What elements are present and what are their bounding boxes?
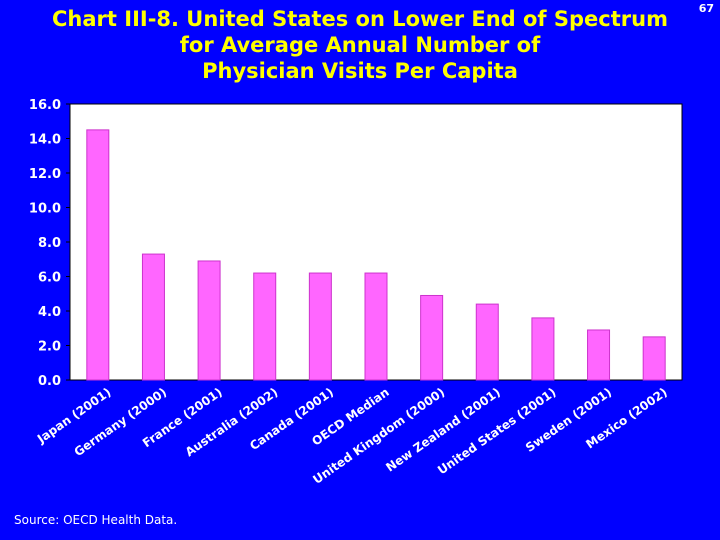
data-label: 4.4 [481,285,501,298]
title-line-3: Physician Visits Per Capita [202,59,518,83]
page-number: 67 [698,2,714,15]
bar [253,272,277,381]
source-note: Source: OECD Health Data. [14,513,178,527]
data-label: 4.9 [425,276,445,289]
data-label: 7.3 [147,235,167,248]
bar [531,317,555,381]
bar [308,272,332,381]
chart-title: Chart III-8. United States on Lower End … [0,6,720,84]
data-label: 6.2 [369,254,389,267]
bar [475,303,499,381]
y-tick-label: 0.0 [38,374,61,389]
y-tick-label: 10.0 [29,202,61,217]
bar [642,336,666,381]
title-line-2: for Average Annual Number of [179,33,541,57]
x-tick-label: Australia (2002) [183,385,281,459]
bar [197,260,221,381]
data-label: 3.6 [536,299,556,312]
x-tick-label: Germany (2000) [72,385,170,459]
y-tick-label: 2.0 [38,340,61,355]
y-axis: 0.0 2.0 4.0 6.0 8.0 10.0 12.0 14.0 16.0 [29,98,70,389]
x-axis: Japan (2001)Germany (2000)France (2001)A… [34,385,670,487]
data-labels: 14.5 7.3 6.9 6.2 6.2 6.2 4.9 4.4 3.6 2.9 2.5 [87,108,667,331]
data-label: 6.2 [258,254,278,267]
bar [86,129,110,381]
data-label: 6.2 [314,254,334,267]
y-tick-label: 16.0 [29,98,61,113]
y-tick-label: 14.0 [29,133,61,148]
title-line-1: Chart III-8. United States on Lower End … [52,7,668,31]
bar [420,294,444,381]
y-tick-label: 4.0 [38,305,61,320]
y-tick-label: 8.0 [38,236,61,251]
bar [587,329,611,381]
y-tick-label: 6.0 [38,271,61,286]
data-label: 6.9 [202,242,222,255]
bar-series [86,129,666,381]
data-label: 2.9 [592,311,612,324]
y-tick-label: 12.0 [29,167,61,182]
data-label: 2.5 [647,318,667,331]
data-label: 14.5 [87,108,114,121]
bar [141,253,165,381]
bar [364,272,388,381]
